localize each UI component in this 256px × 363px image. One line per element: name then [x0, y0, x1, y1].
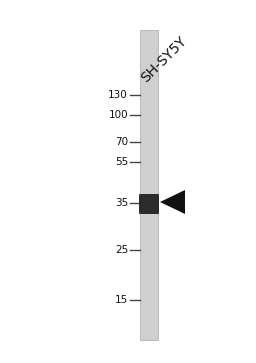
- Text: 25: 25: [115, 245, 128, 255]
- Bar: [140, 30, 158, 340]
- Text: 70: 70: [115, 137, 128, 147]
- Text: 35: 35: [115, 198, 128, 208]
- FancyBboxPatch shape: [139, 194, 159, 214]
- Text: 55: 55: [115, 157, 128, 167]
- Text: 15: 15: [115, 295, 128, 305]
- Polygon shape: [160, 190, 185, 214]
- Text: 100: 100: [108, 110, 128, 120]
- Text: SH-SY5Y: SH-SY5Y: [138, 34, 189, 85]
- Text: 130: 130: [108, 90, 128, 100]
